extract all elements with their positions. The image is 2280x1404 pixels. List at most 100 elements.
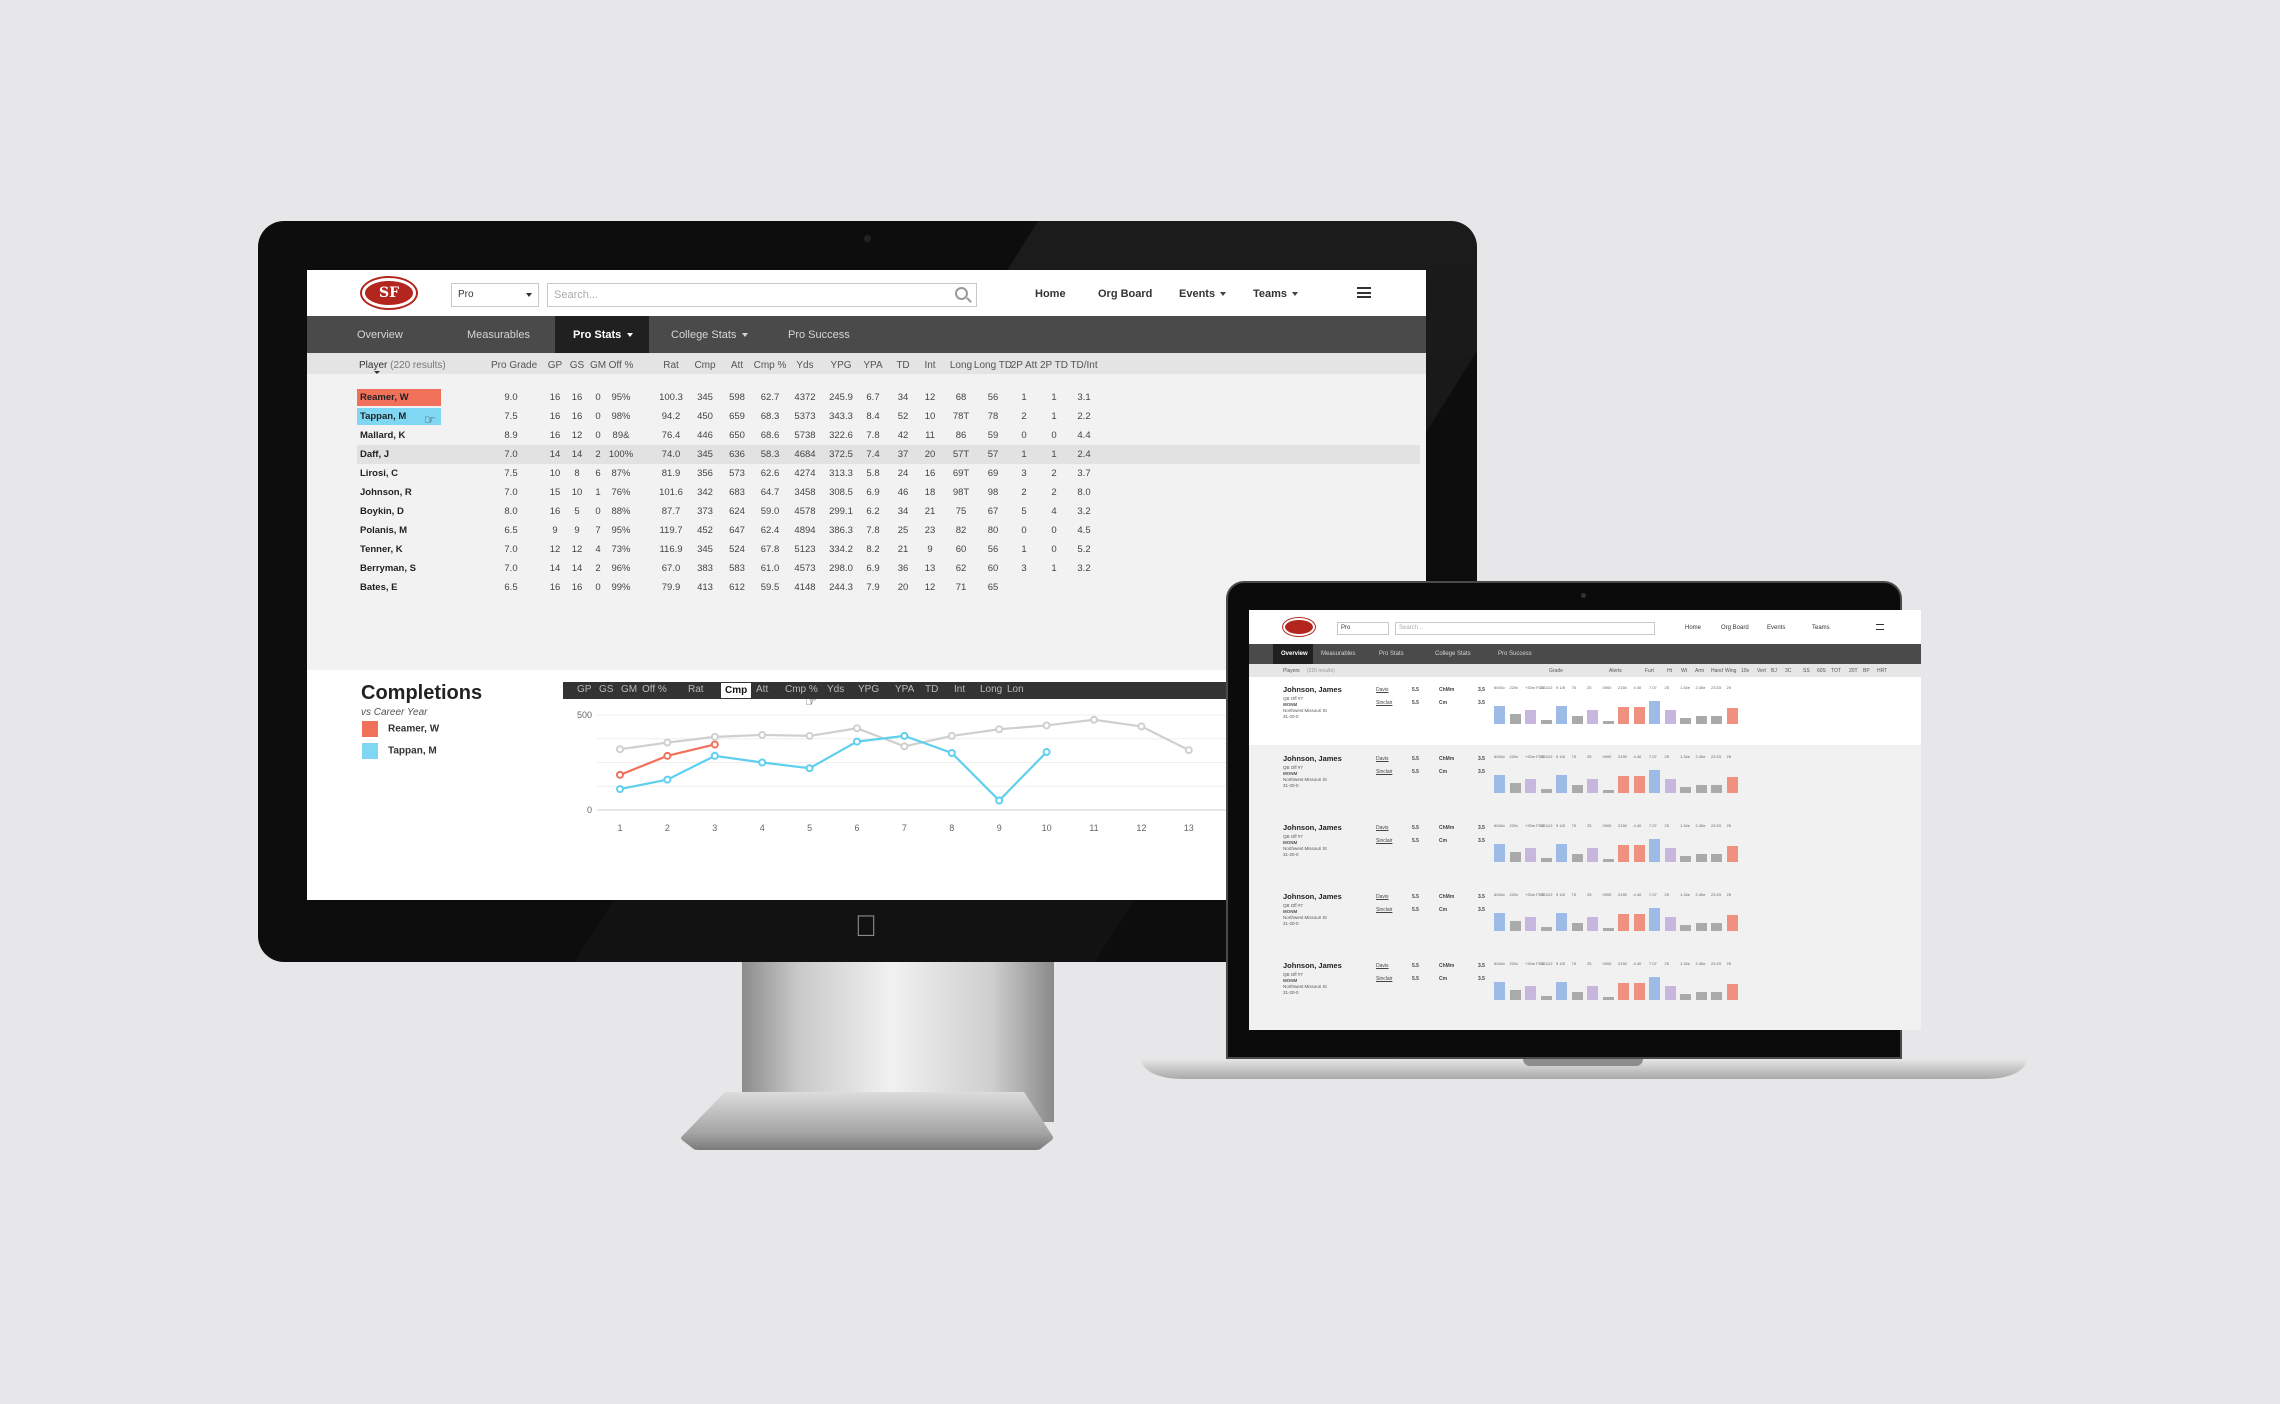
- metric-option[interactable]: Int: [954, 684, 966, 695]
- column-header[interactable]: TD: [896, 360, 910, 371]
- table-row[interactable]: Reamer, W 9.0 16 16 0 95% 100.3 345 598 62.7 4372 2…: [357, 388, 1420, 407]
- metric-option[interactable]: Long: [980, 684, 1003, 695]
- metric-option[interactable]: GP: [577, 684, 592, 695]
- column-header[interactable]: Hand: [1711, 668, 1723, 674]
- column-header[interactable]: TOT: [1831, 668, 1841, 674]
- grader-name[interactable]: Sinclair: [1376, 976, 1393, 982]
- tab-college-stats[interactable]: College Stats: [1435, 651, 1471, 657]
- legend-item-reamer[interactable]: Reamer, W: [362, 721, 439, 737]
- nav-org-board[interactable]: Org Board: [1098, 288, 1153, 300]
- column-header[interactable]: Wt: [1681, 668, 1688, 674]
- grader-name[interactable]: Davis: [1376, 687, 1389, 693]
- metric-option[interactable]: Rat: [688, 684, 704, 695]
- table-row[interactable]: Lirosi, C 7.5 10 8 6 87% 81.9 356 573 62.6 4274 313…: [357, 464, 1420, 483]
- player-name[interactable]: Reamer, W: [357, 389, 441, 406]
- column-header[interactable]: Furt: [1645, 668, 1654, 674]
- column-header[interactable]: Pro Grade: [491, 360, 538, 371]
- column-header[interactable]: Long TD: [973, 360, 1013, 371]
- list-item[interactable]: Johnson, James QB Off #7 MONM Northwest Mis…: [1249, 746, 1921, 814]
- player-name[interactable]: Bates, E: [360, 582, 398, 593]
- metric-option[interactable]: Att: [756, 684, 769, 695]
- metric-option[interactable]: GM: [621, 684, 638, 695]
- player-name[interactable]: Johnson, R: [360, 487, 412, 498]
- metric-option[interactable]: Cmp %: [785, 684, 818, 695]
- column-header[interactable]: Long: [949, 360, 973, 371]
- column-header[interactable]: 20T: [1849, 668, 1858, 674]
- grader-name[interactable]: Sinclair: [1376, 769, 1393, 775]
- grader-name[interactable]: Sinclair: [1376, 700, 1393, 706]
- table-row[interactable]: Daff, J 7.0 14 14 2 100% 74.0 345 636 58.3 4684 372…: [357, 445, 1420, 464]
- player-name[interactable]: Johnson, James: [1283, 961, 1342, 970]
- team-logo[interactable]: [1283, 618, 1315, 636]
- tab-pro-stats[interactable]: Pro Stats: [1379, 651, 1404, 657]
- team-logo[interactable]: SF: [362, 278, 416, 308]
- nav-teams[interactable]: Teams: [1812, 625, 1830, 631]
- column-header[interactable]: Cmp %: [753, 360, 787, 371]
- column-header[interactable]: Vert: [1757, 668, 1766, 674]
- nav-home[interactable]: Home: [1035, 288, 1066, 300]
- player-name[interactable]: Tappan, M: [357, 408, 441, 425]
- grader-name[interactable]: Davis: [1376, 894, 1389, 900]
- list-item[interactable]: Johnson, James QB Off #7 MONM Northwest Mis…: [1249, 677, 1921, 745]
- column-header[interactable]: TD/Int: [1070, 360, 1098, 371]
- menu-icon[interactable]: [1876, 624, 1884, 630]
- player-name[interactable]: Johnson, James: [1283, 892, 1342, 901]
- column-header[interactable]: Int: [924, 360, 936, 371]
- column-header[interactable]: 2P TD: [1040, 360, 1068, 371]
- metric-option[interactable]: Lon: [1007, 684, 1024, 695]
- menu-icon[interactable]: [1357, 287, 1371, 298]
- nav-home[interactable]: Home: [1685, 625, 1702, 631]
- search-icon[interactable]: [955, 287, 968, 300]
- table-row[interactable]: Mallard, K 8.9 16 12 0 89& 76.4 446 650 68.6 5738 3…: [357, 426, 1420, 445]
- tab-pro-success[interactable]: Pro Success: [1498, 651, 1532, 657]
- grader-name[interactable]: Davis: [1376, 963, 1389, 969]
- player-name[interactable]: Lirosi, C: [360, 468, 399, 479]
- column-header[interactable]: Off %: [608, 360, 634, 371]
- column-header[interactable]: BP: [1863, 668, 1870, 674]
- player-name[interactable]: Daff, J: [360, 449, 390, 460]
- tab-measurables[interactable]: Measurables: [1321, 651, 1356, 657]
- column-header[interactable]: Alerts: [1609, 668, 1622, 674]
- player-name[interactable]: Johnson, James: [1283, 754, 1342, 763]
- grader-name[interactable]: Davis: [1376, 756, 1389, 762]
- player-name[interactable]: Johnson, James: [1283, 685, 1342, 694]
- column-header[interactable]: Players: [1283, 668, 1300, 674]
- player-name[interactable]: Johnson, James: [1283, 823, 1342, 832]
- metric-option[interactable]: TD: [925, 684, 939, 695]
- level-select[interactable]: Pro: [451, 283, 539, 307]
- list-item[interactable]: Johnson, James QB Off #7 MONM Northwest Mis…: [1249, 815, 1921, 883]
- table-row[interactable]: Boykin, D 8.0 16 5 0 88% 87.7 373 624 59.0 4578 299…: [357, 502, 1420, 521]
- column-header[interactable]: GM: [589, 360, 607, 371]
- table-row[interactable]: Bates, E 6.5 16 16 0 99% 79.9 413 612 59.5 4148 244…: [357, 578, 1420, 597]
- player-name[interactable]: Tenner, K: [360, 544, 403, 555]
- table-row[interactable]: Tappan, M 7.5 16 16 0 98% 94.2 450 659 68.3 5373 34…: [357, 407, 1420, 426]
- column-header[interactable]: Cmp: [694, 360, 716, 371]
- player-name[interactable]: Polanis, M: [360, 525, 407, 536]
- metric-option[interactable]: YPA: [895, 684, 915, 695]
- column-header[interactable]: Att: [730, 360, 744, 371]
- table-row[interactable]: Polanis, M 6.5 9 9 7 95% 119.7 452 647 62.4 4894 38…: [357, 521, 1420, 540]
- metric-option[interactable]: YPG: [858, 684, 880, 695]
- grader-name[interactable]: Sinclair: [1376, 838, 1393, 844]
- column-header[interactable]: Wing: [1725, 668, 1737, 674]
- table-row[interactable]: Berryman, S 7.0 14 14 2 96% 67.0 383 583 61.0 4573…: [357, 559, 1420, 578]
- grader-name[interactable]: Sinclair: [1376, 907, 1393, 913]
- table-row[interactable]: Johnson, R 7.0 15 10 1 76% 101.6 342 683 64.7 3458…: [357, 483, 1420, 502]
- table-row[interactable]: Tenner, K 7.0 12 12 4 73% 116.9 345 524 67.8 5123 3…: [357, 540, 1420, 559]
- column-header[interactable]: Arm: [1695, 668, 1705, 674]
- tab-pro-success[interactable]: Pro Success: [788, 329, 850, 341]
- tab-college-stats[interactable]: College Stats: [671, 316, 749, 353]
- column-header[interactable]: Yds: [796, 360, 814, 371]
- metric-option[interactable]: GS: [599, 684, 614, 695]
- tab-pro-stats[interactable]: Pro Stats: [555, 316, 649, 353]
- grader-name[interactable]: Davis: [1376, 825, 1389, 831]
- search-input[interactable]: Search...: [1395, 622, 1655, 635]
- nav-events[interactable]: Events: [1767, 625, 1786, 631]
- column-header[interactable]: GP: [547, 360, 563, 371]
- column-header[interactable]: BJ: [1771, 668, 1777, 674]
- player-name[interactable]: Berryman, S: [360, 563, 416, 574]
- nav-teams[interactable]: Teams: [1253, 288, 1299, 300]
- level-select[interactable]: Pro: [1337, 622, 1389, 635]
- column-header[interactable]: Ht: [1667, 668, 1672, 674]
- column-header[interactable]: YPA: [863, 360, 883, 371]
